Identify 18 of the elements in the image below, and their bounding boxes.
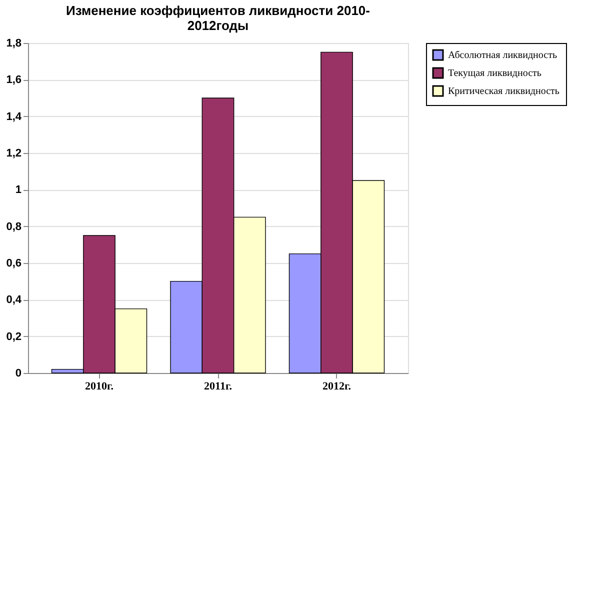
y-tick-label: 1 — [15, 184, 22, 196]
y-tick-label: 1,2 — [6, 148, 22, 160]
y-tick-label: 1,8 — [6, 38, 22, 50]
x-tick-label: 2010г. — [84, 380, 114, 392]
y-tick-label: 0,6 — [6, 258, 22, 270]
y-tick-label: 0,2 — [6, 330, 22, 343]
text: Изменение коэффициентов ликвидности 2010- — [66, 3, 370, 18]
y-tick-label: 0,4 — [6, 294, 22, 306]
text: 2012годы — [187, 18, 249, 33]
x-tick-label: 2011г. — [204, 380, 232, 392]
legend-label: Абсолютная ликвидность — [448, 50, 558, 61]
x-tick-label: 2012г. — [322, 380, 352, 392]
y-tick-label: 1,6 — [6, 74, 22, 86]
y-tick-label: 1,4 — [6, 110, 22, 123]
y-tick-label: 0,8 — [6, 220, 22, 233]
legend-label: Текущая ликвидность — [448, 68, 542, 79]
y-tick-label: 0 — [15, 368, 22, 380]
legend-label: Критическая ликвидность — [448, 86, 560, 97]
